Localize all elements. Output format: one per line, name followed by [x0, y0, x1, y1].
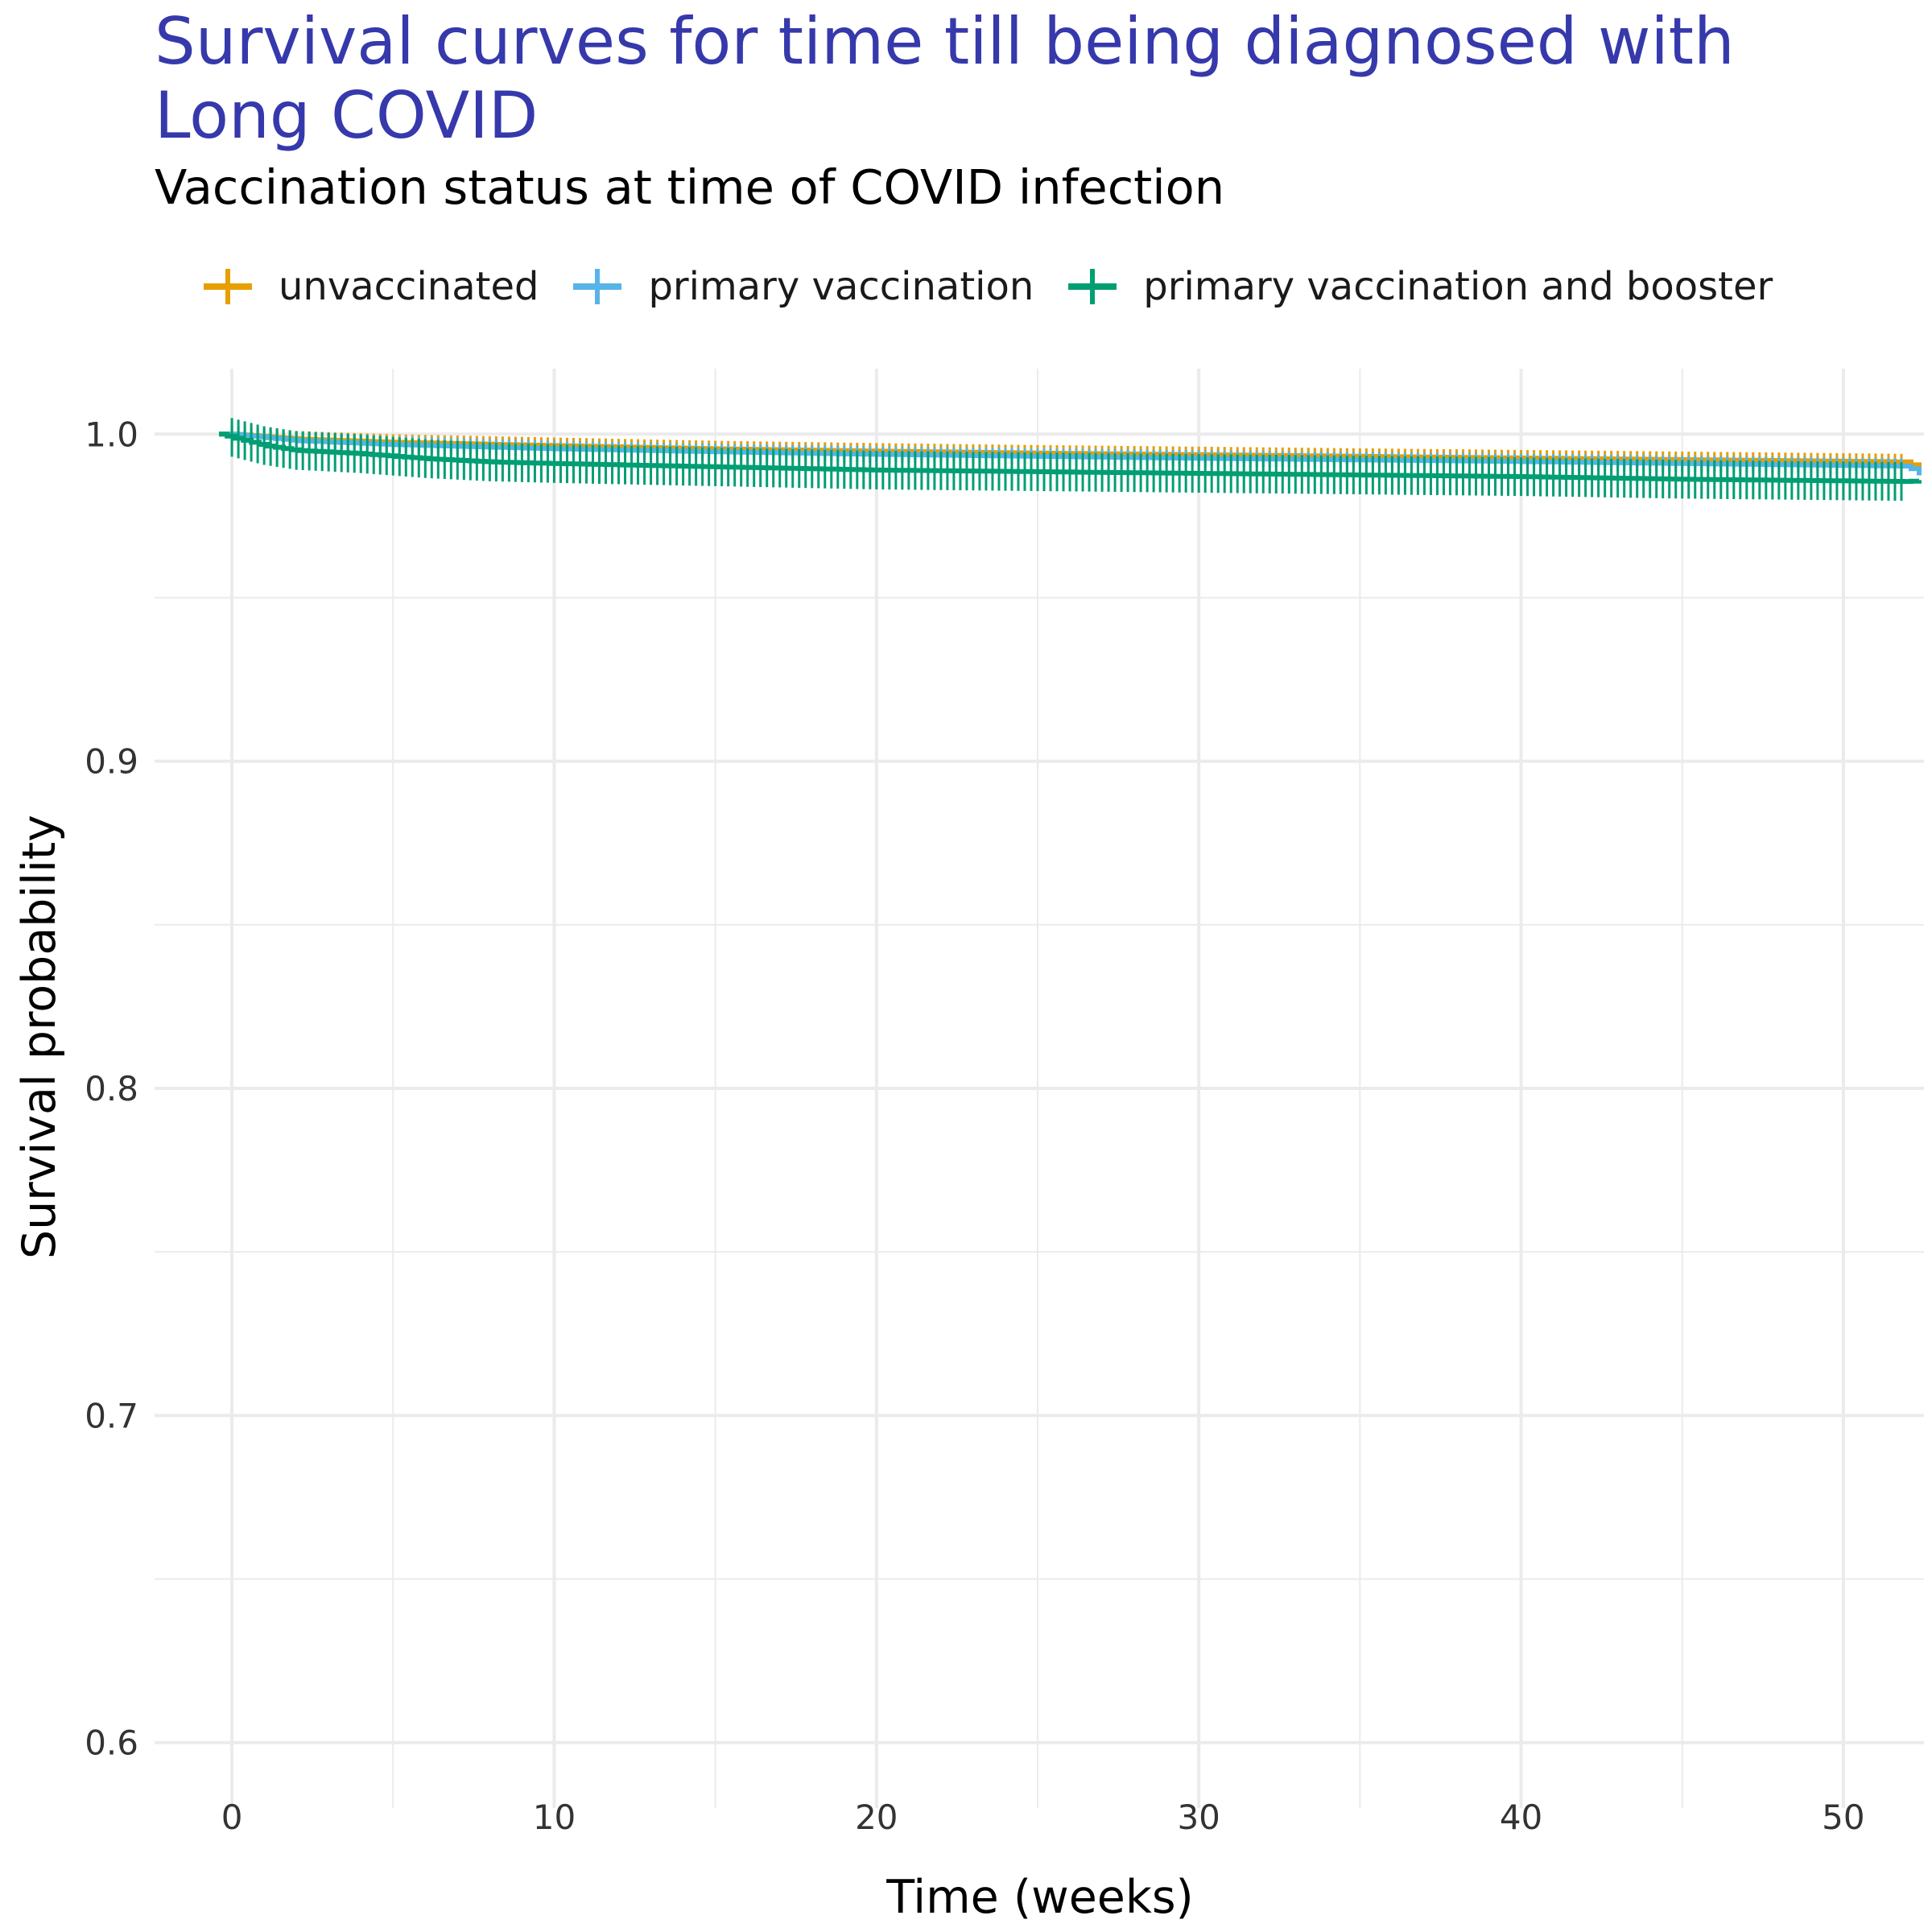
y-tick-label: 0.7: [85, 1396, 138, 1435]
chart-title: Survival curves for time till being diag…: [155, 4, 1735, 153]
tick-label-layer: 0 10 20 30 40 50 0.6 0.7 0.8 0.9 1.0: [85, 415, 1864, 1837]
x-tick-label: 10: [533, 1798, 576, 1837]
legend-key-primary-vaccination-and-booster: [1066, 266, 1119, 307]
y-tick-label: 1.0: [85, 415, 138, 454]
series-layer: [219, 418, 1922, 502]
legend-key-unvaccinated: [201, 266, 254, 307]
x-tick-label: 20: [855, 1798, 898, 1837]
x-axis-title: Time (weeks): [886, 1871, 1194, 1924]
y-axis-title: Survival probability: [13, 815, 66, 1259]
legend-label-primary-vaccination: primary vaccination: [648, 264, 1034, 309]
legend-item-primary-vaccination: primary vaccination: [571, 264, 1034, 309]
series-primary-vaccination-and-booster: [219, 418, 1922, 502]
x-tick-label: 40: [1500, 1798, 1542, 1837]
y-tick-label: 0.6: [85, 1724, 138, 1763]
legend-item-primary-vaccination-and-booster: primary vaccination and booster: [1066, 264, 1773, 309]
chart-subtitle: Vaccination status at time of COVID infe…: [155, 159, 1225, 215]
legend-key-primary-vaccination: [571, 266, 624, 307]
x-tick-label: 30: [1177, 1798, 1220, 1837]
x-tick-label: 50: [1822, 1798, 1864, 1837]
legend-label-unvaccinated: unvaccinated: [279, 264, 539, 309]
legend-label-primary-vaccination-and-booster: primary vaccination and booster: [1143, 264, 1773, 309]
grid-layer: [155, 369, 1924, 1808]
legend-item-unvaccinated: unvaccinated: [201, 264, 539, 309]
x-tick-label: 0: [221, 1798, 243, 1837]
y-tick-label: 0.9: [85, 742, 138, 782]
y-tick-label: 0.8: [85, 1069, 138, 1108]
legend: unvaccinated primary vaccination primary…: [201, 254, 1805, 319]
